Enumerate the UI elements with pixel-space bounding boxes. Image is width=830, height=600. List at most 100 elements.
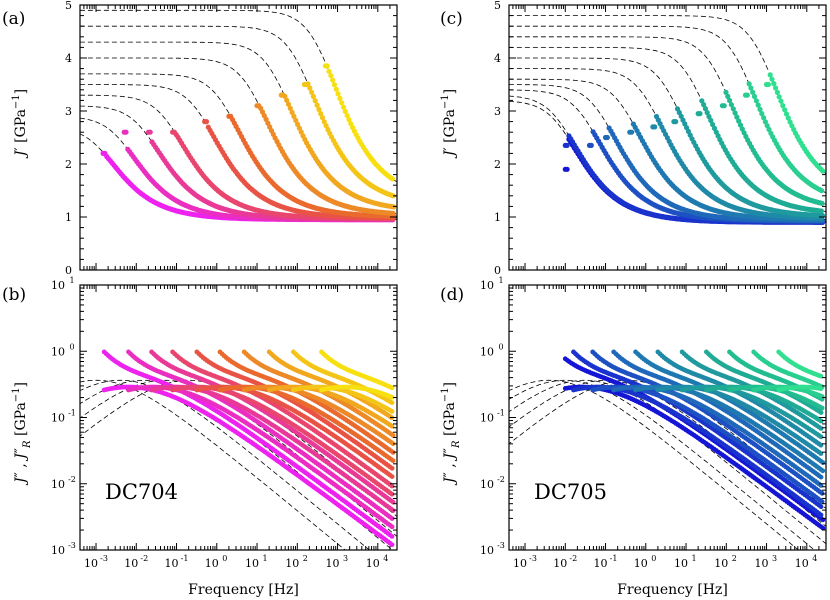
data-point — [721, 103, 727, 109]
model-curve — [80, 379, 397, 518]
data-point — [309, 89, 315, 95]
model-curve — [80, 84, 397, 219]
data-point — [785, 115, 791, 121]
y-tick-label: 3 — [65, 105, 72, 118]
model-curve — [80, 9, 397, 183]
y-tick-exponent: 0 — [69, 342, 74, 351]
x-tick-label: 10 — [84, 557, 98, 570]
data-series — [217, 349, 396, 455]
data-point — [316, 106, 322, 112]
data-point — [287, 105, 293, 111]
data-point — [819, 200, 825, 206]
y-tick-label: 0 — [494, 264, 501, 277]
data-layer — [80, 349, 397, 550]
data-point — [725, 93, 731, 99]
data-point — [389, 516, 395, 521]
model-curve — [80, 379, 346, 550]
y-tick-label: 5 — [65, 0, 72, 12]
data-point — [765, 81, 772, 88]
model-curve — [509, 25, 826, 194]
y-tick-label: 10 — [51, 478, 65, 491]
data-point — [389, 409, 395, 414]
y-tick-label: 1 — [65, 211, 72, 224]
x-tick-exponent: -2 — [140, 554, 148, 563]
model-curve — [509, 379, 799, 550]
data-point — [307, 85, 313, 91]
data-point — [750, 89, 756, 95]
y-tick-label: 5 — [494, 0, 501, 12]
sample-label: DC704 — [105, 480, 178, 504]
data-point — [697, 111, 703, 117]
data-point — [701, 102, 707, 108]
data-point — [319, 115, 326, 121]
data-point — [732, 110, 738, 116]
data-point — [335, 91, 341, 97]
data-point — [702, 106, 709, 112]
data-point — [389, 176, 395, 182]
panel-axes: 10 -3 10 -2 10 -1 10 0 10 1 10 2 10 3 10 410 -310 -210 -11… — [51, 276, 398, 570]
data-layer — [509, 15, 826, 225]
data-point — [723, 89, 729, 95]
data-point — [744, 92, 750, 98]
y-tick-label: 2 — [494, 158, 501, 171]
data-point — [706, 114, 712, 120]
x-tick-label: 10 — [245, 557, 259, 570]
data-point — [285, 101, 292, 107]
data-series — [319, 349, 395, 391]
data-series — [763, 72, 826, 174]
data-point — [761, 115, 767, 121]
data-point — [389, 524, 395, 530]
data-point — [293, 117, 299, 123]
data-layer — [80, 9, 397, 223]
data-series — [571, 349, 824, 510]
x-tick-exponent: -1 — [181, 554, 189, 563]
x-tick-exponent: 3 — [343, 554, 348, 563]
data-point — [774, 89, 781, 95]
data-point — [629, 129, 635, 135]
data-point — [734, 114, 740, 120]
model-curve — [509, 57, 826, 217]
data-point — [305, 81, 311, 87]
model-curve — [509, 379, 826, 527]
data-point — [736, 118, 742, 124]
y-tick-label: 2 — [65, 158, 72, 171]
data-series — [322, 63, 395, 182]
data-series — [301, 81, 396, 199]
data-point — [291, 113, 297, 119]
data-point — [328, 73, 334, 79]
x-tick-label: 10 — [205, 557, 219, 570]
data-point — [730, 106, 736, 112]
data-point — [673, 119, 679, 125]
data-point — [310, 93, 316, 100]
data-point — [820, 168, 826, 174]
data-point — [333, 86, 339, 92]
data-point — [203, 119, 210, 125]
data-series — [671, 106, 826, 219]
panel-axes: 0 1 2 3 4 5 — [494, 0, 827, 277]
data-point — [346, 117, 352, 123]
data-point — [326, 68, 332, 74]
data-point — [783, 111, 790, 117]
y-tick-exponent: -2 — [68, 475, 76, 484]
data-point — [782, 107, 788, 113]
x-tick-exponent: -3 — [100, 554, 108, 563]
data-point — [390, 433, 396, 438]
data-series — [278, 92, 397, 210]
model-curve — [80, 379, 370, 550]
data-point — [284, 97, 290, 103]
data-point — [389, 491, 395, 497]
data-point — [339, 100, 345, 106]
x-tick-exponent: 0 — [222, 554, 227, 563]
data-point — [389, 465, 395, 471]
data-point — [751, 93, 758, 100]
y-tick-exponent: -1 — [68, 409, 76, 418]
x-tick-label: 10 — [366, 557, 380, 570]
data-point — [389, 542, 395, 548]
data-point — [773, 85, 779, 91]
data-point — [762, 119, 769, 125]
data-point — [123, 129, 129, 135]
data-point — [710, 121, 716, 128]
x-axis-label: Frequency [Hz] — [188, 582, 299, 598]
y-tick-label: 3 — [494, 105, 501, 118]
